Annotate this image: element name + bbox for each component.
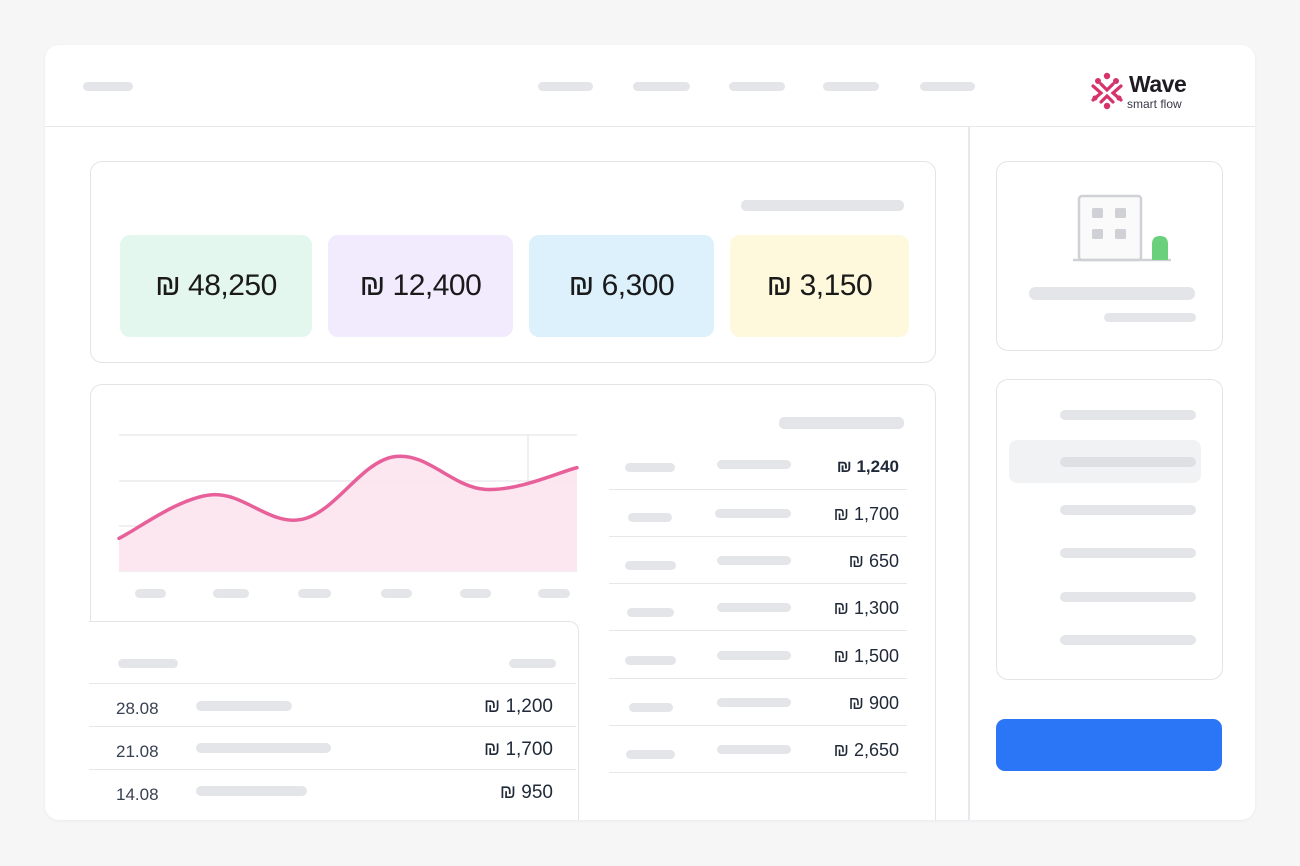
transactions-card: 28.08 ₪ 1,200 21.08 ₪ 1,700 14.08 ₪ 950 [89,621,579,820]
menu-item-active[interactable] [1009,440,1201,483]
menu-item-5[interactable] [1060,592,1196,602]
menu-item-2-label [1060,457,1196,467]
nav-link-4[interactable] [823,82,879,91]
list-item-label [626,750,675,759]
stat-tile-total[interactable]: ₪ 48,250 [120,235,312,337]
list-item-label [625,463,675,472]
transaction-amount: ₪ 1,700 [484,739,553,760]
summary-card: ₪ 48,250 ₪ 12,400 ₪ 6,300 ₪ 3,150 [90,161,936,363]
wave-logo[interactable]: Wave smart flow [1089,71,1209,113]
x-tick-1 [135,589,166,598]
primary-action-button[interactable] [996,719,1222,771]
list-item[interactable]: ₪ 900 [609,679,907,726]
list-item-amount: ₪ 1,500 [833,646,899,666]
transaction-date: 14.08 [116,785,159,804]
list-item-label [625,561,676,570]
nav-link-5[interactable] [920,82,975,91]
x-tick-2 [213,589,249,598]
app-window: Wave smart flow ₪ 48,250 ₪ 12,400 ₪ 6,30… [45,45,1255,820]
nav-link-3[interactable] [729,82,785,91]
x-axis-ticks [135,589,570,598]
transaction-desc [196,743,331,753]
area-chart [117,434,579,598]
list-item-desc [717,745,791,754]
sidebar-divider [968,127,970,820]
company-card[interactable] [996,161,1223,351]
list-item-amount: ₪ 900 [848,693,899,713]
menu-card [996,379,1223,680]
stat-tile-secondary[interactable]: ₪ 12,400 [328,235,513,337]
brand-name: Wave [1129,71,1187,97]
list-item-label [629,703,673,712]
transaction-desc [196,786,307,796]
menu-item-6[interactable] [1060,635,1196,645]
stat-tile-tertiary[interactable]: ₪ 6,300 [529,235,714,337]
top-nav-bar: Wave smart flow [45,45,1255,127]
list-item-amount: ₪ 650 [848,551,899,571]
x-tick-3 [298,589,331,598]
transaction-desc [196,701,292,711]
building-icon [1073,194,1171,262]
list-item-label [627,608,674,617]
list-item-desc [717,460,791,469]
list-item[interactable]: ₪ 1,240 [609,443,907,490]
chart-area-fill [119,456,577,571]
company-name [1029,287,1195,300]
list-item-amount: ₪ 1,700 [833,504,899,524]
nav-link-1[interactable] [538,82,593,91]
list-item[interactable]: ₪ 1,300 [609,584,907,631]
brand-tagline: smart flow [1127,97,1182,111]
menu-item-3[interactable] [1060,505,1196,515]
list-item-desc [717,603,791,612]
list-item-amount: ₪ 2,650 [833,740,899,760]
list-item-label [625,656,676,665]
list-item-amount: ₪ 1,240 [836,457,899,476]
nav-brand-placeholder[interactable] [83,82,133,91]
transaction-date: 21.08 [116,742,159,761]
table-row[interactable]: 14.08 ₪ 950 [89,769,576,812]
stat-tile-quaternary[interactable]: ₪ 3,150 [730,235,909,337]
transactions-header-date [118,659,178,668]
table-row[interactable]: 28.08 ₪ 1,200 [89,683,576,726]
menu-item-4[interactable] [1060,548,1196,558]
transaction-amount: ₪ 1,200 [484,696,553,717]
chart-series-line [117,454,579,541]
x-tick-4 [381,589,412,598]
company-subtitle [1104,313,1196,322]
list-item-desc [717,698,791,707]
transaction-amount: ₪ 950 [499,782,553,803]
transaction-date: 28.08 [116,699,159,718]
x-tick-6 [538,589,570,598]
menu-item-1[interactable] [1060,410,1196,420]
transactions-header-amount [509,659,556,668]
nav-link-2[interactable] [633,82,690,91]
list-item[interactable]: ₪ 1,500 [609,632,907,679]
list-item-desc [715,509,791,518]
list-item[interactable]: ₪ 1,700 [609,490,907,537]
list-item-desc [717,651,791,660]
list-title [779,417,904,429]
list-item-amount: ₪ 1,300 [833,598,899,618]
x-tick-5 [460,589,491,598]
list-item[interactable]: ₪ 2,650 [609,726,907,773]
summary-card-title [741,200,904,211]
list-item[interactable]: ₪ 650 [609,537,907,584]
table-row[interactable]: 21.08 ₪ 1,700 [89,726,576,769]
list-item-label [628,513,672,522]
wave-logo-icon [1091,72,1123,110]
list-item-desc [717,556,791,565]
